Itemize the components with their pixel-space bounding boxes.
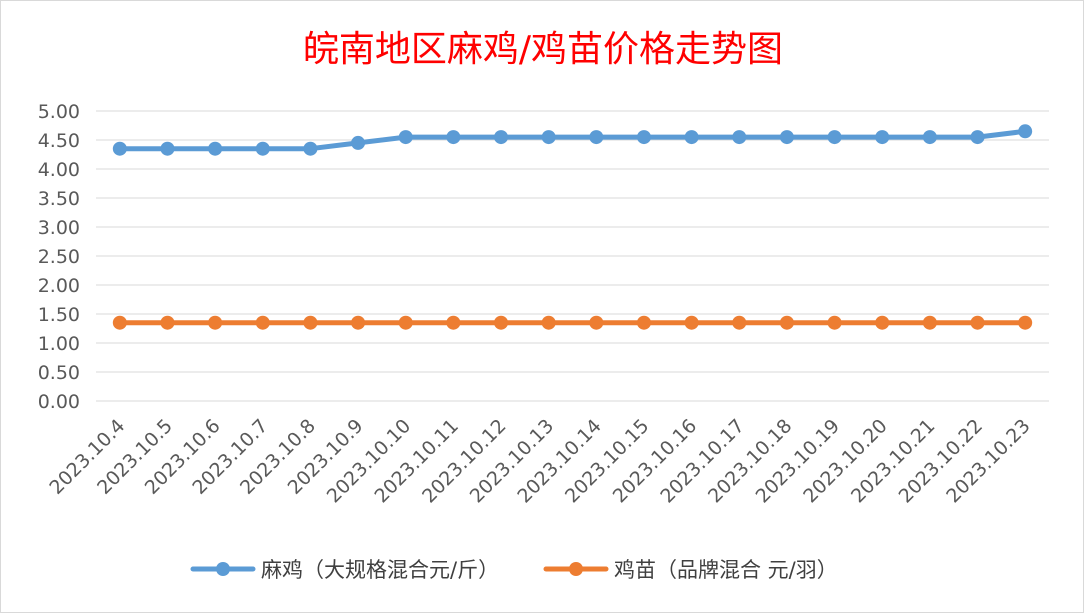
- data-point: [732, 130, 747, 145]
- data-point: [208, 141, 223, 156]
- y-axis-ticks: 0.00 0.50 1.00 1.50 2.00 2.50 3.00 3.50 4.00 4.50…: [38, 101, 80, 413]
- legend: 麻鸡（大规格混合元/斤） 鸡苗（品牌混合 元/羽）: [190, 558, 838, 582]
- grid-layer: [96, 110, 1049, 402]
- legend-label: 鸡苗（品牌混合 元/羽）: [614, 558, 838, 582]
- series-1: [112, 124, 1033, 156]
- data-point: [970, 315, 985, 330]
- y-tick-label: 0.00: [38, 391, 80, 413]
- data-point: [827, 130, 842, 145]
- series-2: [112, 315, 1033, 330]
- data-point: [684, 315, 699, 330]
- series-layer: [112, 124, 1033, 330]
- data-point: [732, 315, 747, 330]
- data-point: [1018, 124, 1033, 139]
- y-tick-label: 4.50: [38, 130, 80, 152]
- y-tick-label: 5.00: [38, 101, 80, 123]
- legend-item: 麻鸡（大规格混合元/斤）: [190, 558, 499, 582]
- y-tick-label: 3.50: [38, 188, 80, 210]
- data-point: [827, 315, 842, 330]
- data-point: [255, 315, 270, 330]
- data-point: [922, 130, 937, 145]
- data-point: [494, 130, 509, 145]
- data-point: [398, 130, 413, 145]
- y-tick-label: 1.50: [38, 304, 80, 326]
- data-point: [208, 315, 223, 330]
- data-point: [875, 315, 890, 330]
- y-tick-label: 2.00: [38, 275, 80, 297]
- data-point: [970, 130, 985, 145]
- data-point: [589, 315, 604, 330]
- legend-swatch-marker: [569, 562, 583, 576]
- chart-title: 皖南地区麻鸡/鸡苗价格走势图: [303, 29, 783, 70]
- data-point: [636, 315, 651, 330]
- data-point: [684, 130, 699, 145]
- data-point: [541, 130, 556, 145]
- data-point: [446, 130, 461, 145]
- y-tick-label: 1.00: [38, 333, 80, 355]
- y-tick-label: 2.50: [38, 246, 80, 268]
- legend-item: 鸡苗（品牌混合 元/羽）: [543, 558, 838, 582]
- data-point: [160, 315, 175, 330]
- y-tick-label: 0.50: [38, 362, 80, 384]
- data-point: [255, 141, 270, 156]
- data-point: [160, 141, 175, 156]
- legend-swatch-marker: [216, 562, 230, 576]
- y-tick-label: 3.00: [38, 217, 80, 239]
- data-point: [398, 315, 413, 330]
- data-point: [922, 315, 937, 330]
- data-point: [112, 315, 127, 330]
- data-point: [1018, 315, 1033, 330]
- data-point: [494, 315, 509, 330]
- data-point: [303, 315, 318, 330]
- data-point: [779, 130, 794, 145]
- y-tick-label: 4.00: [38, 159, 80, 181]
- legend-label: 麻鸡（大规格混合元/斤）: [261, 558, 499, 582]
- data-point: [636, 130, 651, 145]
- data-point: [779, 315, 794, 330]
- data-point: [303, 141, 318, 156]
- data-point: [446, 315, 461, 330]
- data-point: [541, 315, 556, 330]
- data-point: [112, 141, 127, 156]
- data-point: [351, 135, 366, 150]
- data-point: [351, 315, 366, 330]
- data-point: [875, 130, 890, 145]
- x-axis-ticks: 2023.10.42023.10.52023.10.62023.10.72023…: [45, 415, 1034, 507]
- data-point: [589, 130, 604, 145]
- series-line: [117, 128, 1028, 152]
